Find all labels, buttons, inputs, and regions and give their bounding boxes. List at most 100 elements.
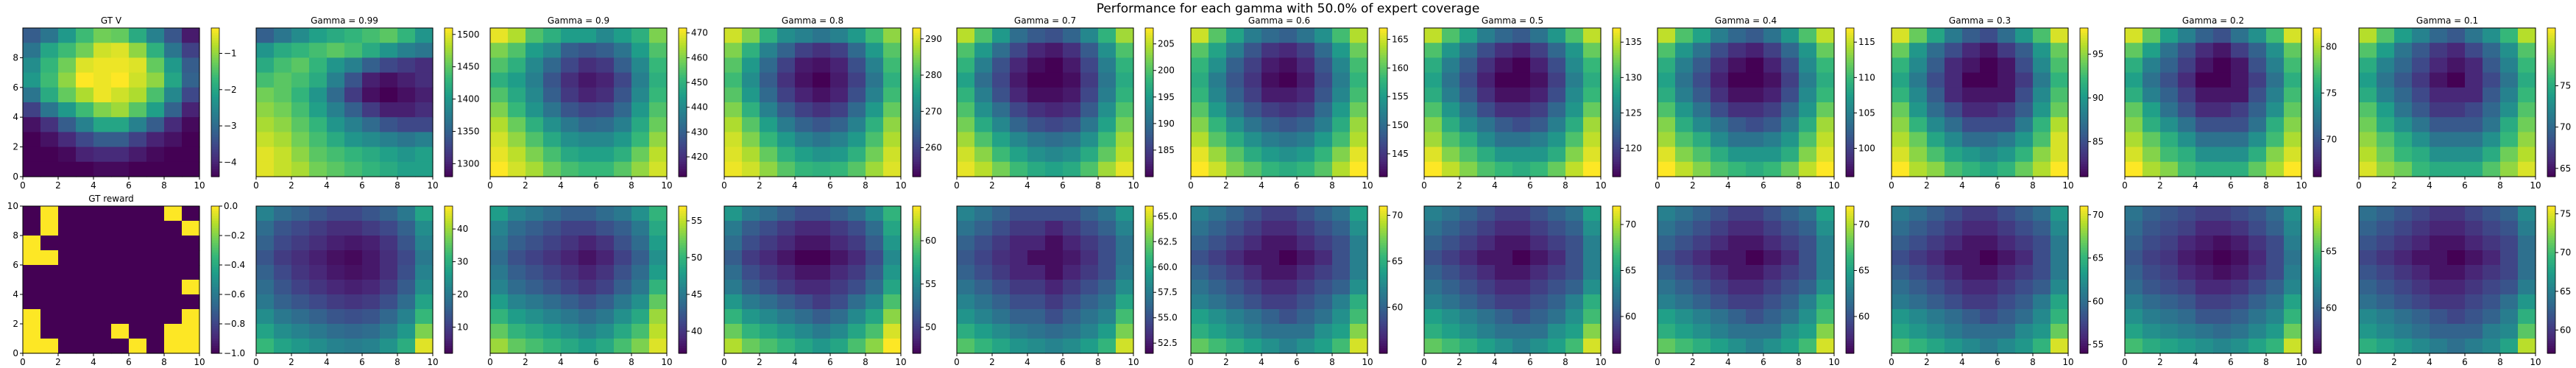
heatmap-cell: [1080, 250, 1099, 266]
colorbar-segment: [1613, 90, 1621, 93]
heatmap-cell: [543, 250, 562, 266]
colorbar-segment: [1379, 319, 1387, 322]
colorbar-segment: [211, 262, 219, 266]
colorbar-segment: [2080, 121, 2088, 125]
heatmap-cell: [93, 161, 112, 177]
heatmap-cell: [1746, 132, 1764, 148]
heatmap-cell: [561, 206, 579, 222]
colorbar-segment: [1846, 333, 1854, 337]
heatmap-cell: [2377, 294, 2395, 310]
heatmap-cell: [58, 146, 77, 163]
heatmap-cell: [578, 206, 597, 222]
colorbar-segment: [445, 28, 453, 31]
heatmap-cell: [1045, 102, 1064, 118]
colorbar-segment: [1379, 43, 1387, 46]
colorbar-segment: [1145, 306, 1153, 310]
heatmap-cell: [291, 280, 310, 295]
x-tick-label: 4: [1959, 180, 1965, 191]
heatmap-cell: [830, 280, 849, 295]
heatmap-cell: [1565, 117, 1584, 132]
heatmap-cell: [1565, 309, 1584, 325]
heatmap-cell: [1350, 324, 1368, 339]
heatmap-cell: [508, 294, 526, 310]
colorbar-segment: [1145, 146, 1153, 150]
heatmap-cell: [1209, 161, 1227, 177]
heatmap-cell: [309, 43, 328, 58]
colorbar-segment: [679, 348, 687, 352]
heatmap-cell: [649, 43, 668, 58]
heatmap-cell: [327, 280, 345, 295]
heatmap-cell: [256, 294, 275, 310]
heatmap-cell: [1063, 117, 1081, 132]
heatmap-cell: [2483, 294, 2501, 310]
colorbar-segment: [445, 348, 453, 352]
heatmap-cell: [1010, 87, 1028, 103]
heatmap-cell: [1892, 72, 1910, 88]
heatmap-cell: [380, 221, 398, 236]
heatmap-cell: [2359, 161, 2377, 177]
heatmap-cell: [543, 309, 562, 325]
heatmap-cell: [327, 250, 345, 266]
colorbar-segment: [679, 275, 687, 278]
colorbar-segment: [211, 297, 219, 300]
heatmap-cell: [2430, 294, 2448, 310]
colorbar-segment: [2547, 304, 2555, 308]
heatmap-cell: [777, 161, 796, 177]
heatmap-cell: [813, 236, 831, 251]
colorbar-segment: [2547, 28, 2555, 31]
colorbar-frame: [1845, 27, 1855, 177]
colorbar-segment: [679, 85, 687, 88]
colorbar-segment: [2080, 102, 2088, 105]
colorbar-segment: [1145, 171, 1153, 175]
heatmap-cell: [2284, 309, 2302, 325]
heatmap-cell: [1548, 117, 1566, 132]
heatmap-cell: [1080, 339, 1099, 354]
heatmap-cell: [1962, 250, 1981, 266]
heatmap-cell: [1710, 265, 1729, 280]
colorbar-segment: [445, 119, 453, 123]
heatmap-cell: [578, 339, 597, 354]
heatmap-cell: [1927, 339, 1945, 354]
heatmap-cell: [2518, 221, 2536, 236]
colorbar-segment: [445, 82, 453, 86]
heatmap-cell: [526, 87, 544, 103]
heatmap-cell: [2231, 309, 2249, 325]
heatmap-cell: [362, 339, 381, 354]
colorbar-segment: [2313, 297, 2321, 300]
colorbar-segment: [679, 284, 687, 288]
colorbar-segment: [679, 38, 687, 41]
colorbar-segment: [679, 166, 687, 170]
heatmap-cell: [1332, 280, 1351, 295]
colorbar-segment: [2313, 174, 2321, 177]
colorbar-segment: [679, 233, 687, 236]
heatmap-cell: [1909, 221, 1928, 236]
heatmap-cell: [1980, 117, 1998, 132]
heatmap-cell: [848, 132, 866, 148]
heatmap-cell: [1998, 236, 2016, 251]
colorbar-segment: [2080, 52, 2088, 56]
heatmap-cell: [1998, 28, 2016, 43]
heatmap-cell: [362, 280, 381, 295]
colorbar-segment: [211, 28, 219, 31]
heatmap-cell: [58, 265, 77, 280]
colorbar-segment: [2547, 282, 2555, 286]
heatmap-cell: [1728, 146, 1747, 163]
heatmap-cell: [76, 72, 94, 88]
colorbar-segment: [1379, 304, 1387, 308]
heatmap-cell: [596, 309, 615, 325]
heatmap-cell: [2430, 87, 2448, 103]
heatmap-cell: [1477, 309, 1496, 325]
colorbar-segment: [679, 311, 687, 315]
heatmap-cell: [1350, 117, 1368, 132]
heatmap-cell: [508, 324, 526, 339]
heatmap-cell: [1728, 221, 1747, 236]
colorbar-segment: [445, 213, 453, 216]
colorbar-segment: [1379, 112, 1387, 116]
heatmap-cell: [2160, 250, 2179, 266]
heatmap-cell: [813, 146, 831, 163]
heatmap-cell: [1226, 280, 1245, 295]
heatmap-cell: [40, 339, 59, 354]
heatmap-cell: [2266, 221, 2285, 236]
colorbar-tick-label: 1300: [457, 158, 480, 169]
colorbar-segment: [2313, 287, 2321, 290]
